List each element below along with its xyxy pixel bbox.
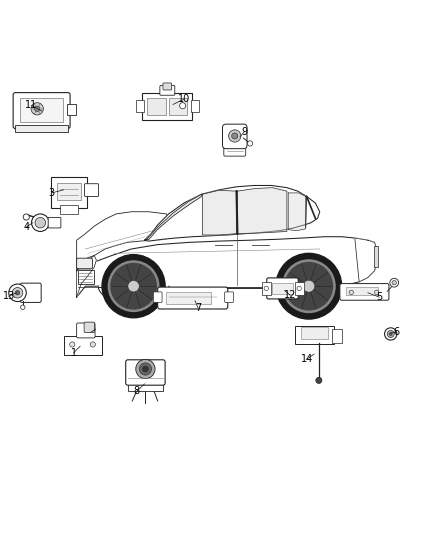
Circle shape	[23, 214, 29, 220]
Circle shape	[111, 263, 156, 309]
Circle shape	[392, 280, 396, 285]
Circle shape	[264, 286, 268, 290]
Circle shape	[136, 359, 155, 378]
Polygon shape	[77, 237, 377, 297]
Polygon shape	[237, 188, 287, 233]
Text: 7: 7	[195, 303, 201, 313]
Polygon shape	[202, 190, 237, 235]
FancyBboxPatch shape	[126, 360, 165, 385]
Text: 4: 4	[23, 222, 29, 232]
Circle shape	[70, 342, 75, 347]
Circle shape	[139, 363, 152, 375]
Circle shape	[108, 261, 159, 311]
Circle shape	[374, 290, 379, 295]
Circle shape	[247, 141, 253, 146]
FancyBboxPatch shape	[13, 93, 70, 128]
Circle shape	[15, 290, 20, 295]
FancyBboxPatch shape	[191, 101, 199, 112]
Text: 11: 11	[25, 100, 38, 110]
FancyBboxPatch shape	[169, 98, 187, 115]
Polygon shape	[98, 286, 169, 304]
FancyBboxPatch shape	[84, 322, 95, 333]
FancyBboxPatch shape	[57, 183, 81, 200]
Circle shape	[9, 284, 26, 302]
Circle shape	[276, 253, 342, 319]
Polygon shape	[355, 238, 377, 282]
Circle shape	[32, 214, 49, 231]
FancyBboxPatch shape	[340, 284, 389, 300]
FancyBboxPatch shape	[262, 282, 271, 295]
Circle shape	[180, 103, 186, 109]
FancyBboxPatch shape	[128, 382, 163, 391]
Circle shape	[31, 103, 43, 115]
Circle shape	[389, 333, 392, 335]
Polygon shape	[147, 194, 201, 239]
Text: 14: 14	[300, 354, 313, 365]
FancyBboxPatch shape	[67, 104, 76, 115]
FancyBboxPatch shape	[158, 287, 228, 309]
FancyBboxPatch shape	[136, 101, 144, 112]
FancyBboxPatch shape	[20, 98, 63, 122]
Circle shape	[21, 305, 25, 310]
Circle shape	[35, 106, 40, 111]
Text: 5: 5	[376, 292, 382, 302]
Text: 1: 1	[71, 348, 77, 358]
FancyBboxPatch shape	[64, 336, 102, 355]
Polygon shape	[77, 255, 96, 297]
FancyBboxPatch shape	[48, 217, 61, 228]
Circle shape	[283, 260, 335, 312]
Circle shape	[285, 263, 332, 310]
FancyBboxPatch shape	[51, 177, 87, 208]
Circle shape	[297, 286, 301, 290]
FancyBboxPatch shape	[160, 86, 175, 95]
FancyBboxPatch shape	[374, 246, 378, 267]
Polygon shape	[77, 212, 166, 271]
Circle shape	[35, 217, 46, 228]
FancyBboxPatch shape	[346, 287, 378, 295]
FancyBboxPatch shape	[272, 282, 293, 294]
Text: 9: 9	[241, 127, 247, 136]
Circle shape	[349, 290, 353, 295]
FancyBboxPatch shape	[224, 144, 246, 156]
FancyBboxPatch shape	[225, 292, 233, 302]
FancyBboxPatch shape	[223, 124, 247, 149]
Text: 6: 6	[393, 327, 399, 337]
FancyBboxPatch shape	[163, 83, 172, 90]
Circle shape	[12, 287, 23, 298]
Circle shape	[390, 278, 399, 287]
Text: 13: 13	[3, 291, 15, 301]
Circle shape	[387, 330, 394, 337]
Circle shape	[90, 342, 95, 347]
FancyBboxPatch shape	[77, 323, 95, 338]
FancyBboxPatch shape	[77, 258, 92, 269]
Circle shape	[128, 280, 139, 292]
FancyBboxPatch shape	[15, 125, 68, 132]
Circle shape	[316, 377, 322, 383]
FancyBboxPatch shape	[301, 327, 328, 339]
FancyBboxPatch shape	[85, 184, 99, 197]
Circle shape	[143, 366, 148, 372]
Polygon shape	[145, 185, 320, 241]
FancyBboxPatch shape	[267, 278, 298, 299]
FancyBboxPatch shape	[295, 282, 304, 295]
FancyBboxPatch shape	[20, 283, 41, 302]
FancyBboxPatch shape	[60, 205, 78, 214]
Polygon shape	[272, 286, 346, 304]
Polygon shape	[288, 193, 306, 231]
FancyBboxPatch shape	[295, 326, 334, 344]
Text: 12: 12	[284, 290, 297, 301]
Circle shape	[232, 133, 238, 139]
FancyBboxPatch shape	[147, 98, 166, 115]
Circle shape	[385, 328, 397, 340]
Text: 3: 3	[49, 188, 55, 198]
FancyBboxPatch shape	[142, 93, 192, 120]
Circle shape	[229, 130, 241, 142]
FancyBboxPatch shape	[332, 329, 342, 343]
Text: 8: 8	[134, 386, 140, 397]
Text: 10: 10	[178, 94, 190, 104]
FancyBboxPatch shape	[166, 292, 211, 304]
FancyBboxPatch shape	[153, 292, 162, 302]
Circle shape	[303, 280, 314, 292]
Circle shape	[102, 255, 165, 318]
